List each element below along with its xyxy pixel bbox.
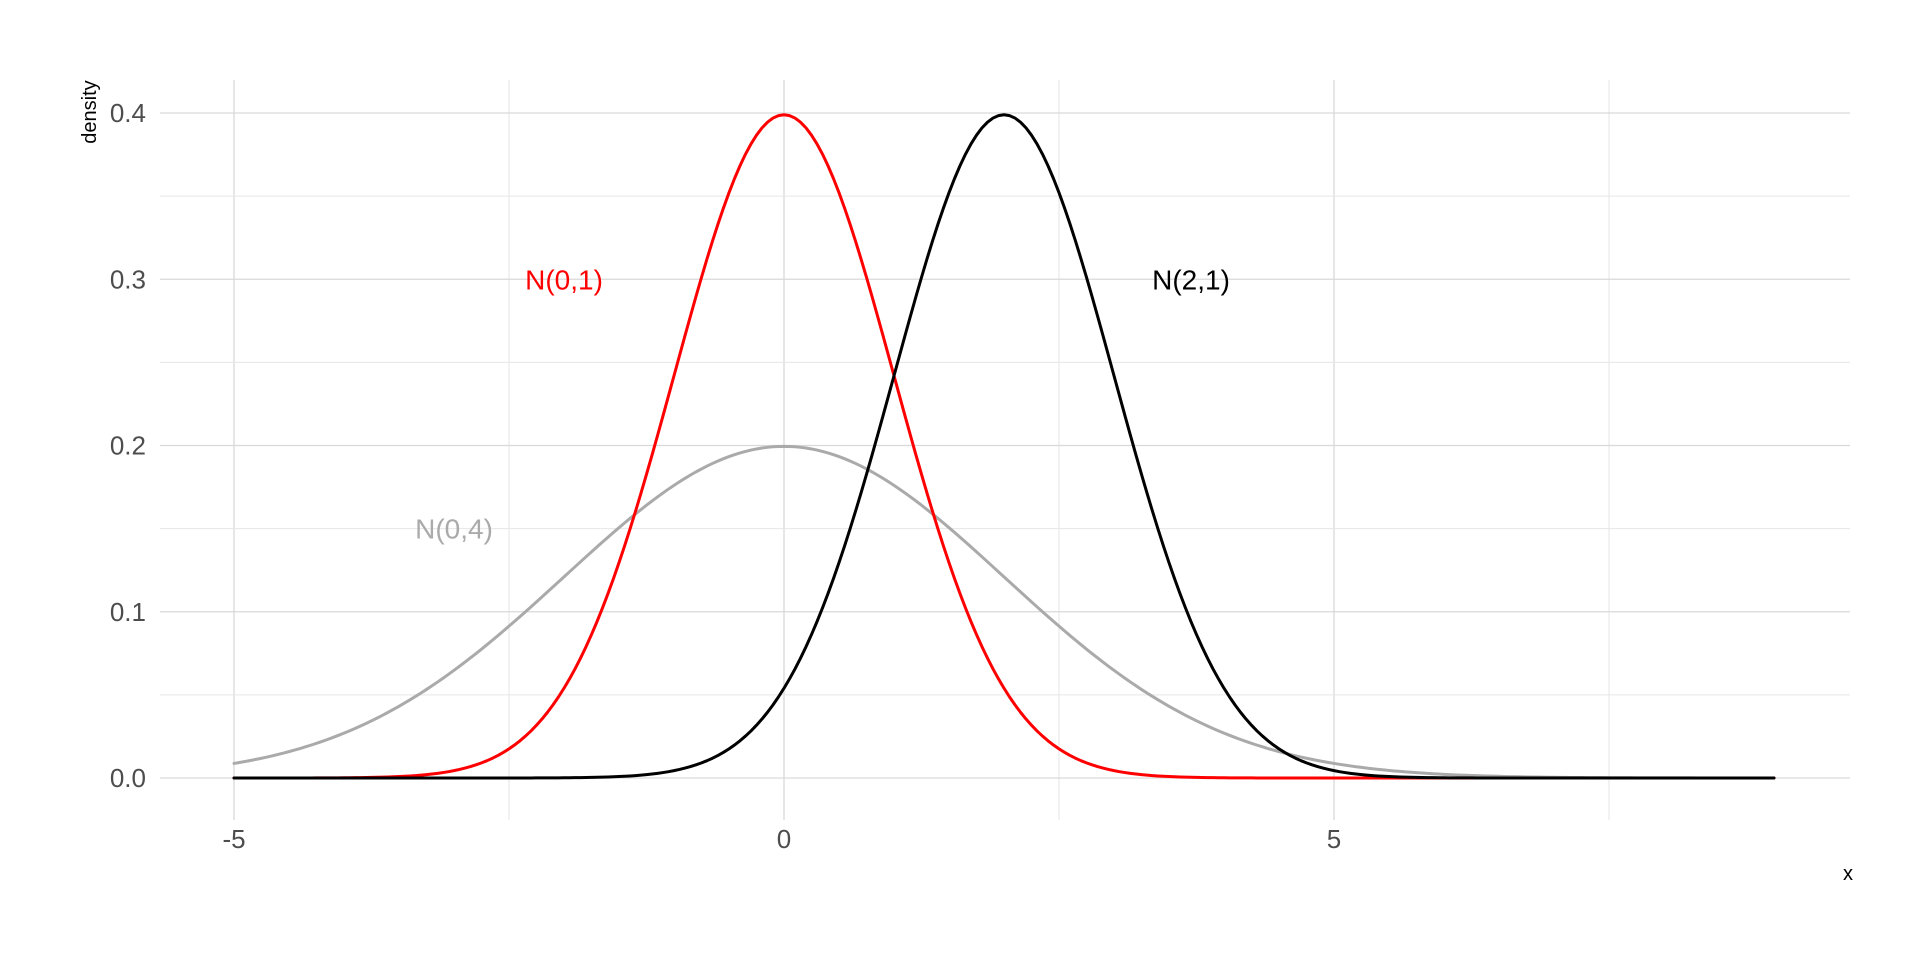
curve-label-n-0-1: N(0,1) [525, 264, 603, 295]
series-line-n-0-1 [232, 113, 1776, 780]
y-tick-label: 0.0 [110, 763, 146, 793]
series-line-n-2-1 [232, 113, 1776, 780]
x-tick-label: -5 [222, 824, 245, 854]
y-axis-title: density [79, 80, 101, 143]
y-tick-label: 0.3 [110, 264, 146, 294]
grid-lines [160, 80, 1850, 820]
curve-labels: N(0,4) N(0,1) N(2,1) [415, 264, 1230, 544]
y-tick-label: 0.4 [110, 98, 146, 128]
y-axis-tick-labels: 0.0 0.1 0.2 0.3 0.4 [110, 98, 146, 793]
curve-label-n-0-4: N(0,4) [415, 514, 493, 545]
y-tick-label: 0.2 [110, 431, 146, 461]
density-curves [232, 113, 1776, 780]
x-tick-label: 5 [1327, 824, 1341, 854]
y-tick-label: 0.1 [110, 597, 146, 627]
curve-label-n-2-1: N(2,1) [1152, 264, 1230, 295]
x-axis-tick-labels: -5 0 5 [222, 824, 1341, 854]
x-axis-title: x [1843, 863, 1853, 885]
x-tick-label: 0 [777, 824, 791, 854]
